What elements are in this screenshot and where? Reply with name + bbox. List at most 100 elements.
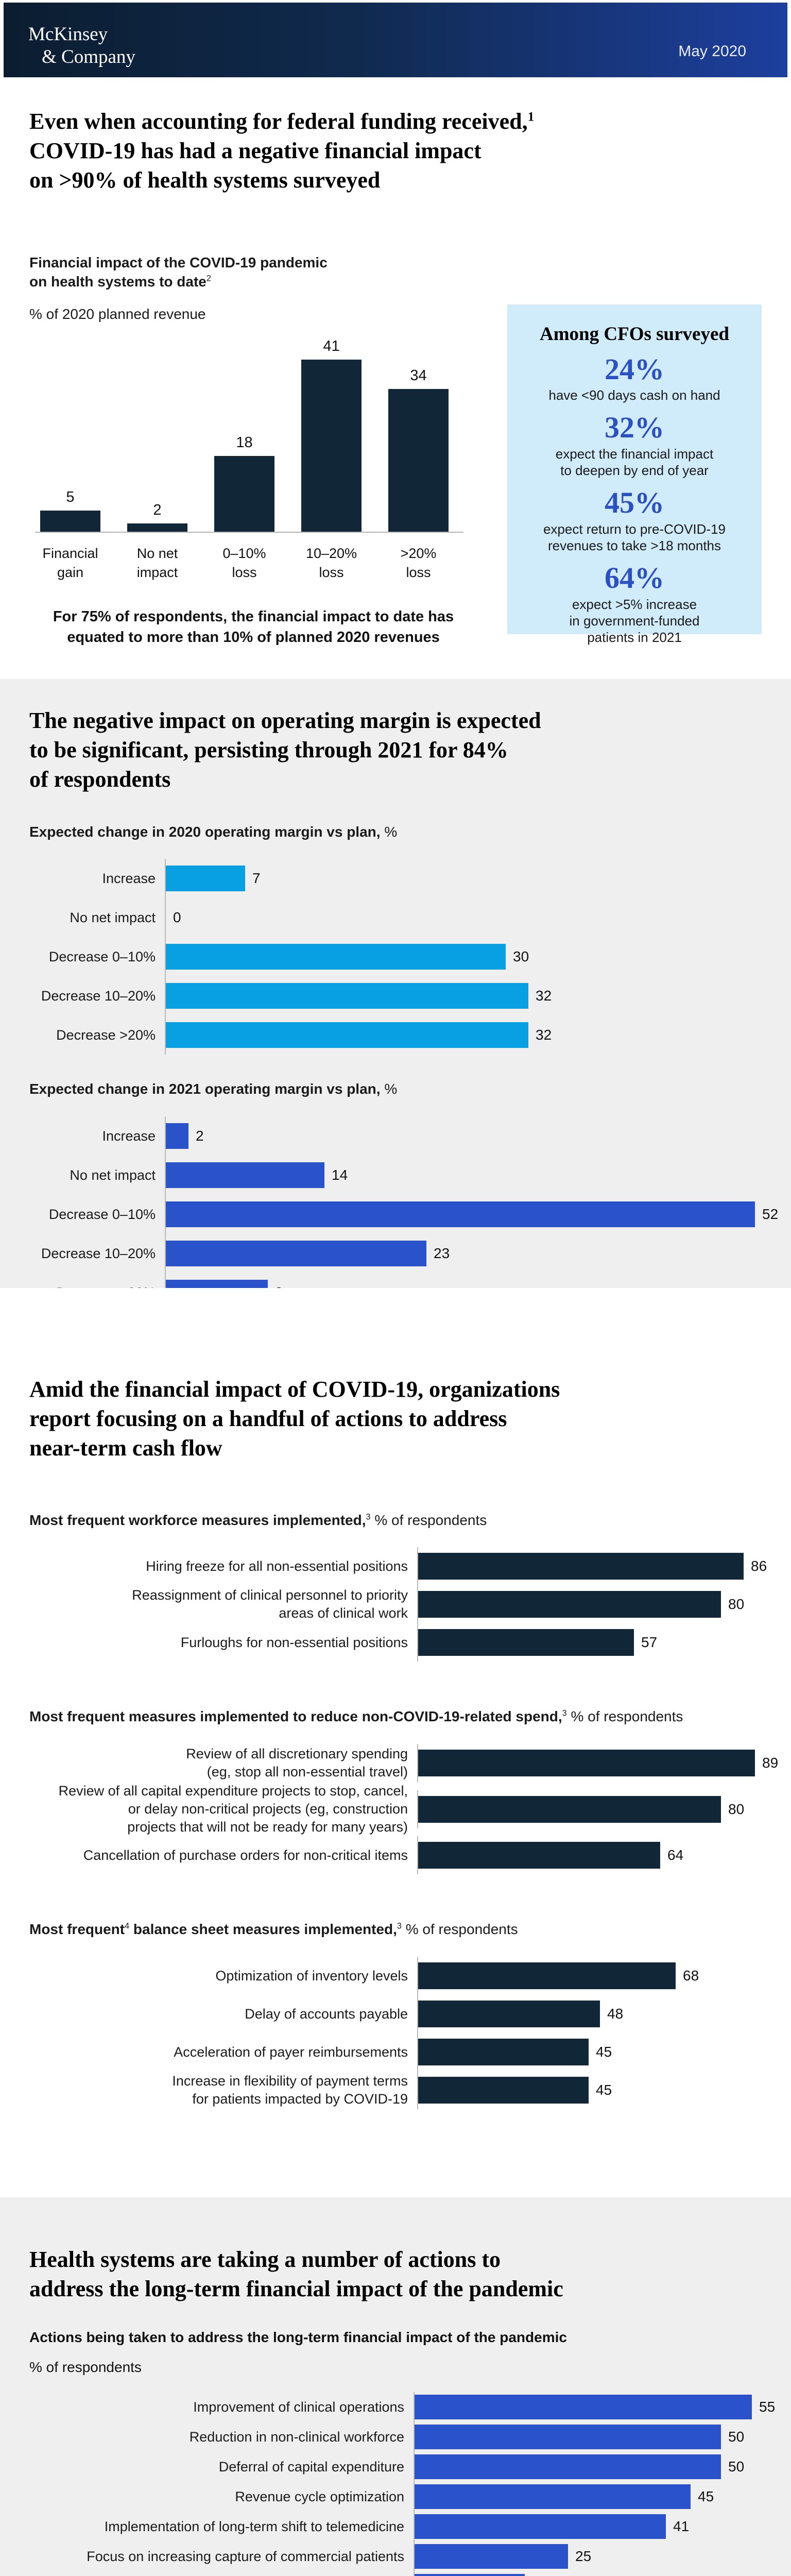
bar [418, 1962, 676, 1990]
stat-label: expect >5% increase in government-funded… [569, 596, 700, 646]
bar-row: Hiring freeze for all non-essential posi… [29, 1547, 767, 1586]
bar [127, 523, 187, 532]
margin-2021-chart: Expected change in 2021 operating margin… [29, 1079, 778, 1288]
category-label: Furloughs for non-essential positions [180, 1634, 408, 1650]
bar [166, 1123, 188, 1149]
bar-row: Decrease >20% 9 [29, 1273, 762, 1288]
mckinsey-logo: McKinsey & Company [4, 3, 135, 77]
bar-zone: 89 [417, 1744, 779, 1783]
bar-value: 48 [607, 2006, 624, 2022]
bar-zone: 86 [417, 1547, 767, 1586]
bar-value: 89 [762, 1755, 779, 1771]
bar [415, 2454, 721, 2480]
bar-value: 45 [698, 2488, 714, 2505]
bar-zone: 64 [417, 1836, 762, 1875]
bar-zone: 45 [417, 2033, 762, 2072]
bar-row: Furloughs for non-essential positions 57 [29, 1623, 762, 1662]
category-label: 0–10% loss [222, 546, 266, 581]
bar-zone: 45 [414, 2482, 762, 2512]
bar-zone: 2 [165, 1116, 762, 1156]
bar-row: Review of all capital expenditure projec… [29, 1782, 762, 1836]
bar-zone: 41 [414, 2512, 762, 2542]
chart-heading: Expected change in 2021 operating margin… [29, 1081, 398, 1097]
bar [415, 2514, 666, 2539]
impact-chart-footnote: For 75% of respondents, the financial im… [53, 608, 454, 646]
section4-subtitle: Actions being taken to address the long-… [29, 2329, 567, 2346]
bar-value: 41 [673, 2518, 690, 2535]
section-long-term-actions: Health systems are taking a number of ac… [0, 2197, 791, 2576]
impact-chart-unit-label: % of 2020 planned revenue [29, 306, 206, 323]
category-label: Revenue cycle optimization [235, 2488, 404, 2504]
bar-row: Increase 7 [29, 859, 762, 899]
bar [418, 2001, 600, 2028]
bar-zone: 14 [165, 1156, 762, 1195]
category-label: Reduction in non-clinical workforce [189, 2429, 404, 2445]
logo-line-1: McKinsey [28, 24, 108, 45]
section-operating-margin: The negative impact on operating margin … [0, 679, 791, 1288]
margin-2020-chart: Expected change in 2020 operating margin… [29, 822, 762, 1055]
bar-row: Improvement of clinical operations 55 [29, 2392, 775, 2422]
cfo-stat: 45% expect return to pre-COVID-19 revenue… [521, 487, 748, 554]
bar-row: Acceleration of payer reimbursements 45 [29, 2033, 762, 2072]
bar [166, 944, 506, 970]
header-date: May 2020 [678, 43, 746, 60]
bar [166, 983, 528, 1009]
bar-column: 41 [301, 338, 362, 532]
category-label: Acceleration of payer reimbursements [174, 2044, 408, 2060]
impact-chart-block: Financial impact of the COVID-19 pandemi… [29, 253, 493, 648]
bar [418, 1795, 721, 1823]
bar [415, 2574, 525, 2576]
bar-zone: 18 [414, 2571, 762, 2576]
section4-title: Health systems are taking a number of ac… [29, 2247, 563, 2302]
bar-value: 2 [153, 502, 162, 519]
bar [40, 511, 100, 532]
category-label: 10–20% loss [305, 546, 357, 581]
bar-rows: Hiring freeze for all non-essential posi… [29, 1547, 767, 1662]
section4-unit-label: % of respondents [29, 2359, 142, 2376]
bar [166, 1280, 268, 1288]
x-axis-line [35, 532, 463, 533]
section-financial-impact: Even when accounting for federal funding… [0, 77, 791, 679]
bar [418, 1591, 721, 1618]
bar-zone: 9 [165, 1273, 762, 1288]
bar-rows: Review of all discretionary spending (eg… [29, 1744, 778, 1875]
category-label: Decrease 0–10% [48, 1206, 156, 1222]
bar-zone: 55 [414, 2392, 775, 2422]
category-label: Cancellation of purchase orders for non-… [83, 1847, 408, 1863]
bar-zone: 57 [417, 1623, 762, 1662]
bar [166, 866, 245, 892]
bar [418, 2077, 589, 2104]
bar-row: Decrease 10–20% 32 [29, 976, 762, 1016]
section2-title: The negative impact on operating margin … [29, 708, 541, 792]
bar [415, 2544, 568, 2569]
workforce-measures-chart: Most frequent workforce measures impleme… [29, 1511, 767, 1662]
bar [301, 360, 362, 532]
cfo-stat: 24% have <90 days cash on hand [521, 353, 748, 404]
bar-value: 14 [332, 1167, 348, 1183]
cfo-stat: 64% expect >5% increase in government-fun… [521, 562, 748, 646]
category-label: No net impact [70, 909, 156, 925]
bar-rows: Improvement of clinical operations 55 Redu… [29, 2392, 775, 2576]
category-label: Financial gain [42, 546, 98, 581]
bar-row: Focus on increasing capture of commercia… [29, 2541, 762, 2572]
bar-value: 57 [641, 1634, 658, 1651]
impact-bar-chart: 5 2 18 41 34 Financial gain No net impact 0–10%… [29, 338, 493, 583]
bar-value: 86 [751, 1558, 767, 1574]
header-frame: McKinsey & Company May 2020 [0, 0, 791, 77]
category-label: Decrease 0–10% [48, 948, 156, 964]
bar [166, 1241, 426, 1267]
bar-zone: 50 [414, 2452, 762, 2482]
bar-column: 5 [40, 489, 100, 532]
chart-heading: Expected change in 2020 operating margin… [29, 823, 398, 840]
bar [418, 1750, 755, 1777]
category-label: Focus on increasing capture of commercia… [87, 2548, 404, 2564]
bar-value: 64 [667, 1847, 684, 1863]
bar-zone: 25 [414, 2541, 762, 2572]
bar-row: Decrease 0–10% 52 [29, 1195, 778, 1234]
bar-rows: Increase 2 No net impact 14 Decrease 0–10% 52… [29, 1116, 778, 1288]
bar-value: 41 [323, 338, 340, 355]
header-banner: McKinsey & Company May 2020 [4, 3, 787, 77]
bar [166, 1201, 755, 1228]
bar-row: Cancellation of purchase orders for non-… [29, 1836, 762, 1875]
bar [415, 2484, 691, 2510]
